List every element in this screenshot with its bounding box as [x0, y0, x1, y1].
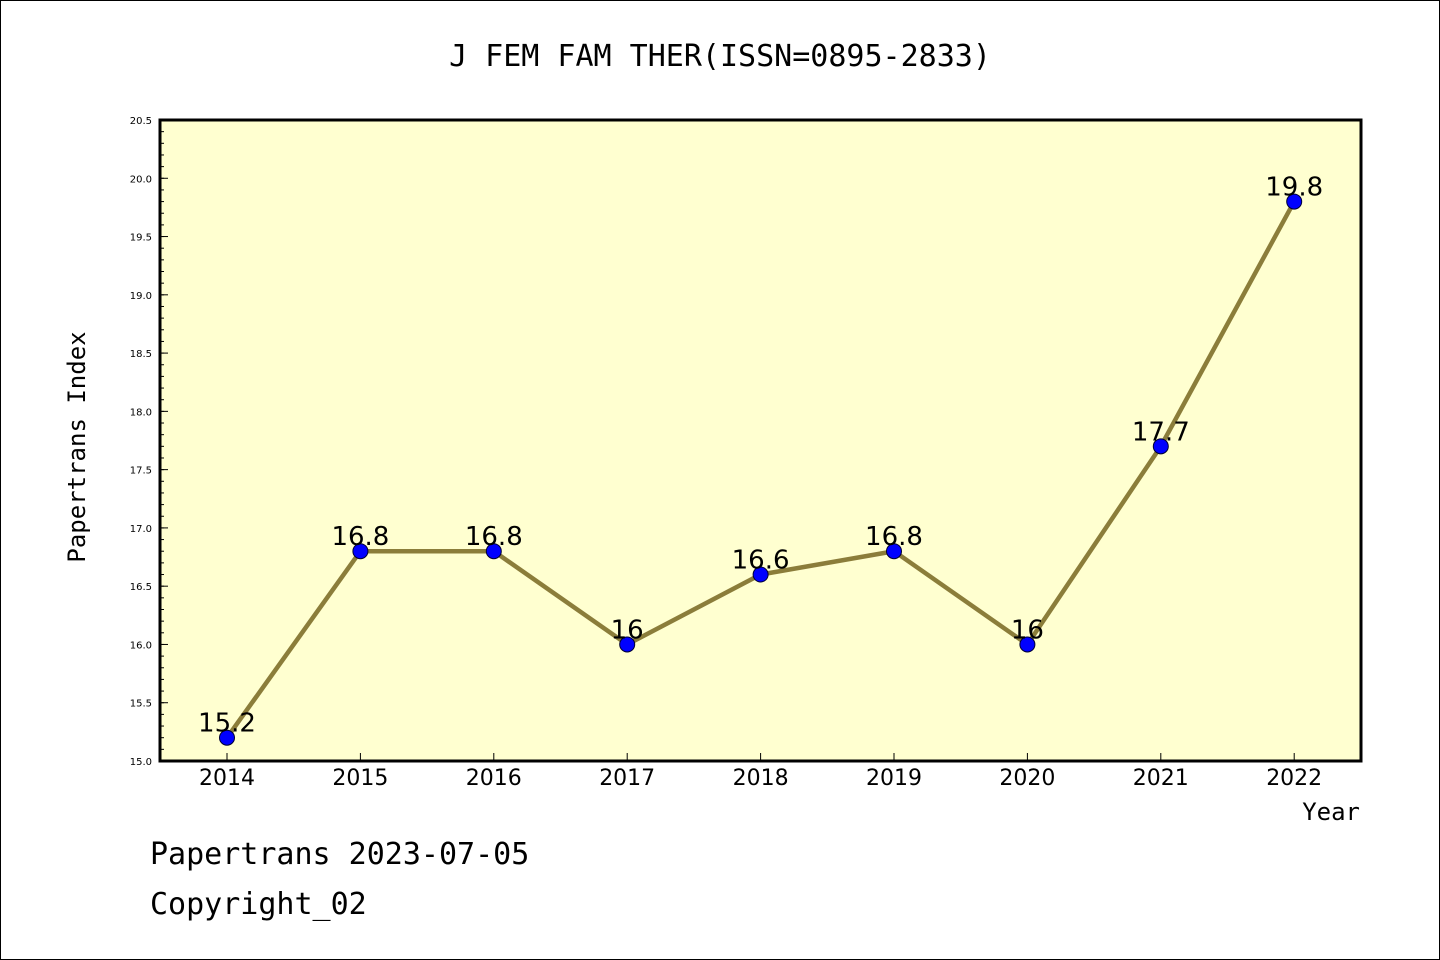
y-axis-label: Papertrans Index	[63, 331, 91, 562]
x-axis-label: Year	[1302, 798, 1360, 826]
series	[219, 193, 1303, 746]
data-point	[1152, 438, 1169, 455]
footer-copyright: Copyright_02	[150, 887, 367, 922]
y-tick-label: 17.5	[130, 466, 152, 477]
y-tick-label: 15.0	[130, 757, 152, 768]
data-point	[352, 543, 369, 560]
y-axis: 15.0 15.5 16.0 16.5 17.0 17.5 18.0 18.5 19.0 19.5…	[130, 116, 168, 768]
footer-date: Papertrans 2023-07-05	[150, 837, 529, 872]
y-tick-label: 19.0	[130, 291, 152, 302]
y-tick-label: 18.5	[130, 349, 152, 360]
x-tick-label: 2015	[332, 766, 388, 791]
data-labels: 15.2 16.8 16.8 16 16.6 16.8 16 17.7 19.8	[198, 173, 1323, 739]
data-label: 17.7	[1132, 417, 1190, 447]
y-tick-label: 19.5	[130, 233, 152, 244]
x-tick-label: 2019	[866, 766, 922, 791]
x-axis: 2014 2015 2016 2017 2018 2019 2020 2021 2022	[199, 753, 1322, 791]
data-label: 16.8	[331, 522, 389, 552]
data-point	[752, 566, 769, 583]
chart-title: J FEM FAM THER(ISSN=0895-2833)	[449, 39, 991, 74]
y-tick-label: 15.5	[130, 699, 152, 710]
data-point	[219, 729, 235, 746]
y-tick-label: 20.0	[130, 174, 152, 185]
data-label: 16.6	[732, 546, 790, 576]
y-tick-label: 16.0	[130, 640, 152, 651]
x-tick-label: 2017	[599, 766, 655, 791]
y-tick-label: 16.5	[130, 582, 152, 593]
x-tick-label: 2018	[733, 766, 789, 791]
y-tick-label: 18.0	[130, 407, 152, 418]
x-tick-label: 2016	[466, 766, 522, 791]
data-point	[1019, 636, 1036, 653]
data-label: 16.8	[465, 522, 523, 552]
data-point	[1286, 193, 1303, 210]
data-point	[485, 543, 502, 560]
data-label: 16.8	[865, 522, 923, 552]
data-label: 16	[1011, 615, 1044, 645]
x-tick-label: 2022	[1266, 766, 1322, 791]
x-tick-label: 2021	[1133, 766, 1189, 791]
data-point	[619, 636, 636, 653]
data-label: 15.2	[198, 709, 256, 739]
data-point	[886, 543, 902, 560]
data-label: 16	[611, 615, 644, 645]
data-label: 19.8	[1265, 173, 1323, 203]
x-tick-label: 2020	[999, 766, 1055, 791]
y-tick-label: 20.5	[130, 116, 152, 127]
x-tick-label: 2014	[199, 766, 255, 791]
y-tick-label: 17.0	[130, 524, 152, 535]
